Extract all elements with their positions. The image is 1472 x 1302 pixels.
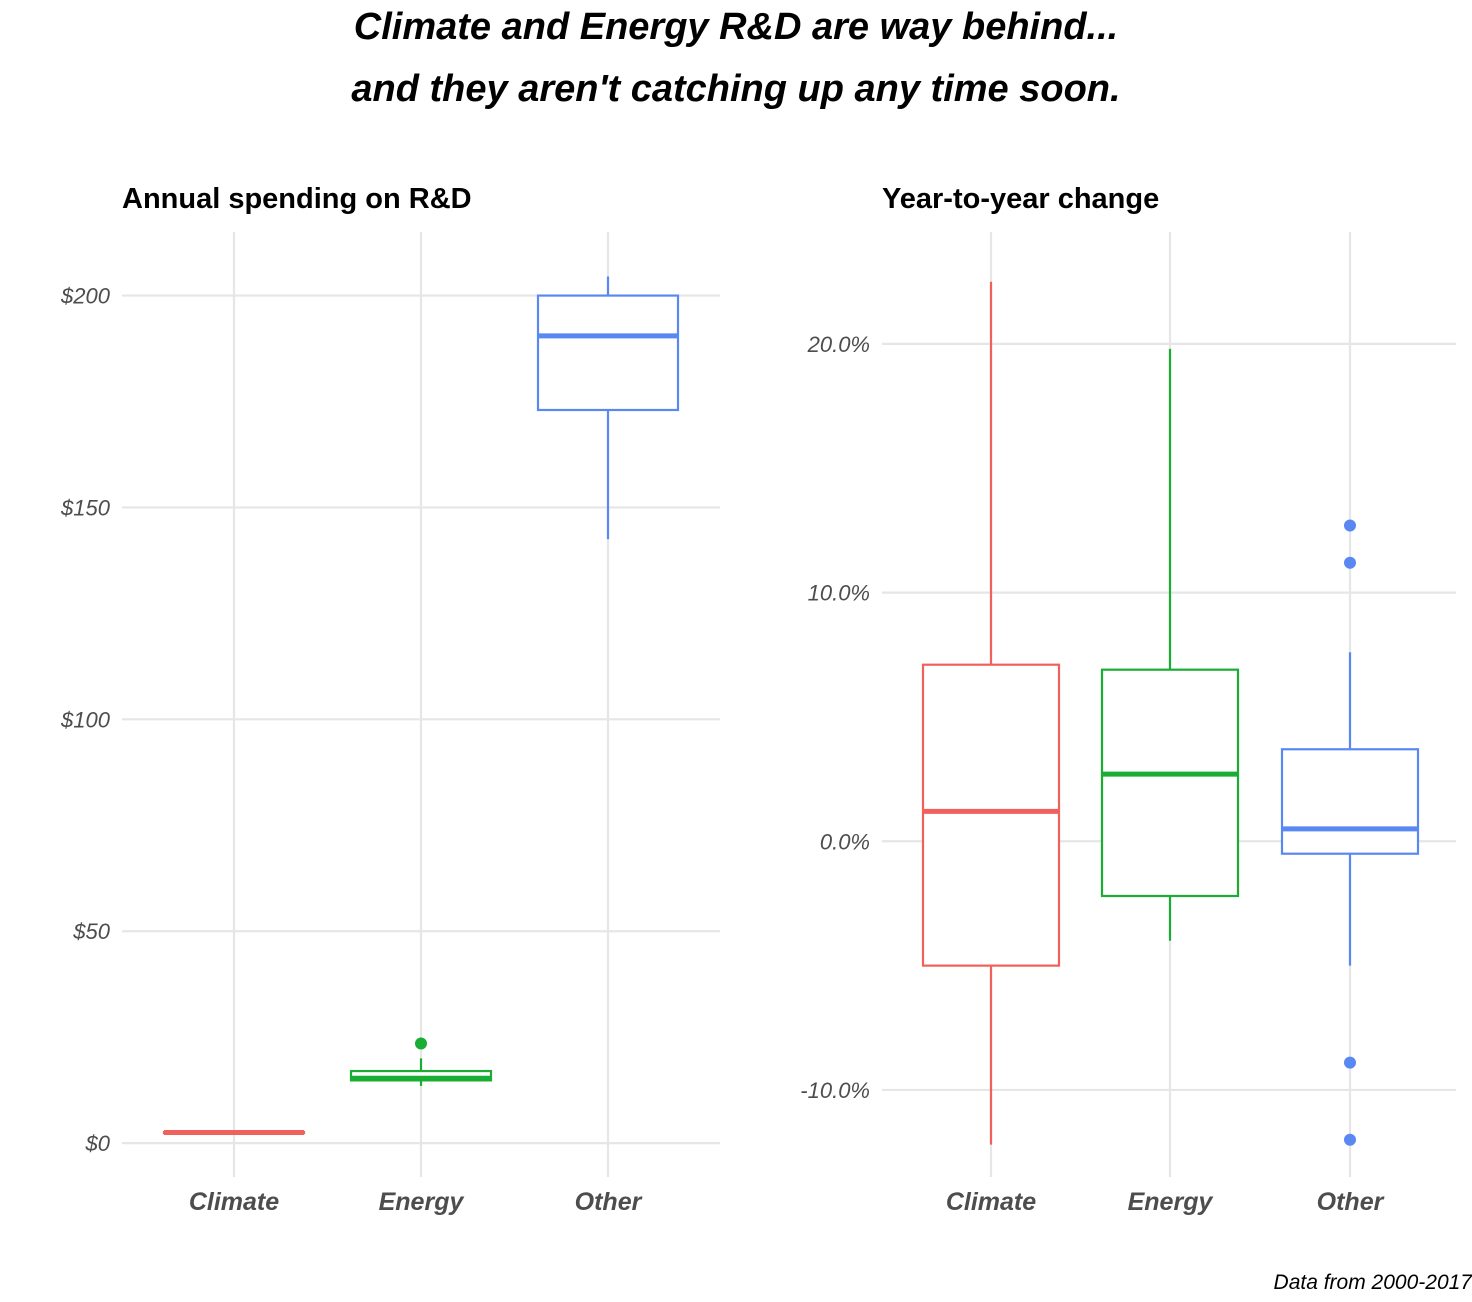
panel-year-to-year-change: -10.0% 0.0% 10.0% 20.0% Climate Energy Other [800, 232, 1456, 1216]
outlier-point [1344, 519, 1356, 532]
chart-title-line-2: and they aren't catching up any time soo… [351, 68, 1121, 110]
y-tick-label: $0 [85, 1131, 111, 1156]
boxplot-energy [349, 1037, 493, 1086]
panel-annual-spending: $0 $50 $100 $150 $200 Climate Energy Other [60, 232, 720, 1216]
x-tick-label-other: Other [575, 1188, 643, 1216]
y-tick-label: 10.0% [808, 581, 870, 606]
y-tick-label: $100 [60, 707, 111, 732]
panel-title-annual-spending: Annual spending on R&D [122, 183, 472, 215]
boxplot-other [1280, 519, 1420, 1146]
box-iqr [921, 663, 1061, 967]
y-tick-label: 0.0% [820, 829, 870, 854]
chart-title-line-1: Climate and Energy R&D are way behind... [353, 6, 1119, 48]
x-tick-label-climate: Climate [946, 1188, 1036, 1216]
caption: Data from 2000-2017 [1273, 1271, 1472, 1294]
boxplot-climate [921, 281, 1061, 1145]
x-tick-label-climate: Climate [189, 1188, 279, 1216]
boxplot-climate [162, 1130, 306, 1136]
x-tick-label-other: Other [1317, 1188, 1385, 1216]
box-iqr [1100, 668, 1240, 898]
y-tick-label: $50 [72, 919, 110, 944]
y-tick-label: -10.0% [800, 1078, 870, 1103]
outlier-point [1344, 556, 1356, 569]
panel-title-year-to-year: Year-to-year change [882, 183, 1160, 215]
outlier-point [1344, 1056, 1356, 1069]
y-tick-label: $150 [60, 495, 111, 520]
outlier-point [1344, 1133, 1356, 1146]
y-tick-label: $200 [60, 284, 111, 309]
box-iqr [536, 294, 680, 412]
boxplot-other [536, 276, 680, 540]
x-tick-label-energy: Energy [379, 1188, 465, 1216]
y-tick-label: 20.0% [807, 332, 870, 357]
outlier-point [415, 1037, 427, 1050]
boxplot-energy [1100, 348, 1240, 941]
x-tick-label-energy: Energy [1128, 1188, 1214, 1216]
box-iqr [1280, 748, 1420, 855]
